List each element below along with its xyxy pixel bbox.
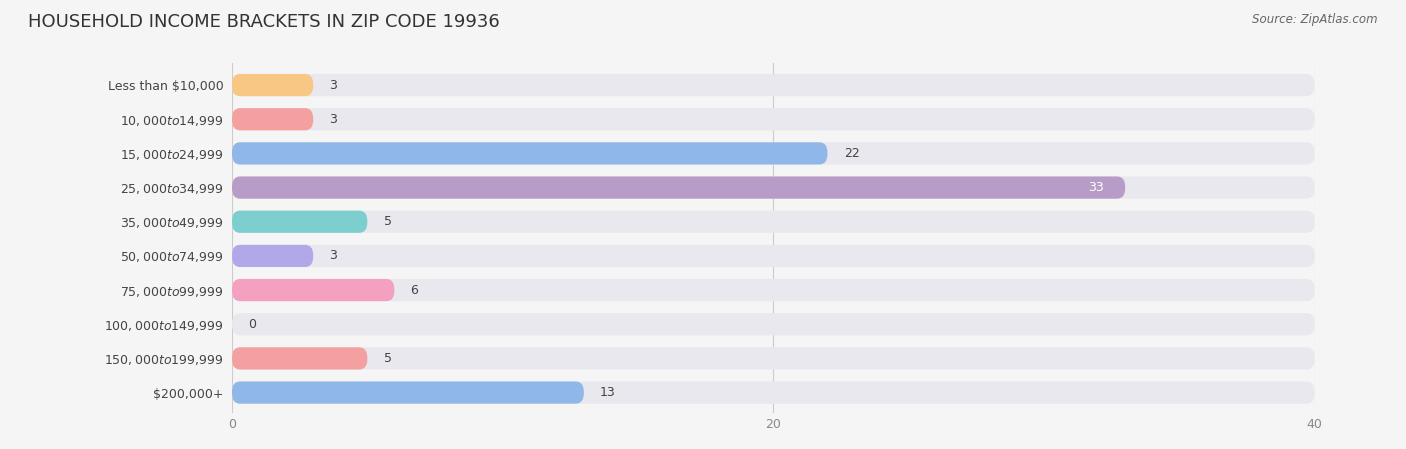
FancyBboxPatch shape xyxy=(232,348,367,370)
FancyBboxPatch shape xyxy=(232,279,1315,301)
FancyBboxPatch shape xyxy=(232,142,1315,164)
FancyBboxPatch shape xyxy=(232,74,1315,96)
FancyBboxPatch shape xyxy=(232,176,1315,198)
FancyBboxPatch shape xyxy=(232,382,1315,404)
FancyBboxPatch shape xyxy=(232,313,1315,335)
Text: 3: 3 xyxy=(329,113,337,126)
FancyBboxPatch shape xyxy=(232,279,394,301)
FancyBboxPatch shape xyxy=(232,245,314,267)
FancyBboxPatch shape xyxy=(232,211,367,233)
Text: 5: 5 xyxy=(384,215,391,228)
Text: 0: 0 xyxy=(249,318,256,331)
Text: 6: 6 xyxy=(411,284,419,297)
FancyBboxPatch shape xyxy=(232,211,1315,233)
FancyBboxPatch shape xyxy=(232,142,827,164)
Text: 5: 5 xyxy=(384,352,391,365)
FancyBboxPatch shape xyxy=(232,108,314,130)
Text: 13: 13 xyxy=(600,386,616,399)
Text: 3: 3 xyxy=(329,79,337,92)
Text: 33: 33 xyxy=(1088,181,1104,194)
Text: Source: ZipAtlas.com: Source: ZipAtlas.com xyxy=(1253,13,1378,26)
FancyBboxPatch shape xyxy=(232,245,1315,267)
FancyBboxPatch shape xyxy=(232,74,314,96)
FancyBboxPatch shape xyxy=(232,382,583,404)
Text: 22: 22 xyxy=(844,147,859,160)
FancyBboxPatch shape xyxy=(232,108,1315,130)
Text: HOUSEHOLD INCOME BRACKETS IN ZIP CODE 19936: HOUSEHOLD INCOME BRACKETS IN ZIP CODE 19… xyxy=(28,13,501,31)
FancyBboxPatch shape xyxy=(232,176,1125,198)
Text: 3: 3 xyxy=(329,249,337,262)
FancyBboxPatch shape xyxy=(232,348,1315,370)
